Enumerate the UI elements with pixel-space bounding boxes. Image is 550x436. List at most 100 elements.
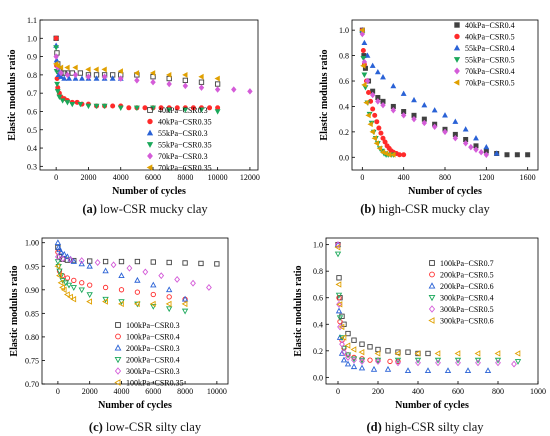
data-point — [411, 115, 417, 123]
legend-label: 100kPa−CSR0.35 — [126, 379, 184, 388]
data-point — [367, 357, 373, 363]
data-point — [367, 344, 373, 350]
data-point — [150, 281, 157, 288]
data-point — [336, 315, 344, 322]
data-point — [118, 272, 125, 278]
data-point — [101, 73, 108, 80]
data-point — [102, 298, 108, 305]
legend-label: 300kPa−CSR0.3 — [126, 367, 180, 376]
data-point — [70, 258, 77, 264]
data-point — [78, 257, 85, 265]
series-5 — [359, 30, 490, 158]
data-point — [166, 107, 173, 113]
data-point — [404, 367, 412, 374]
data-point — [468, 143, 474, 151]
x-tick-label: 12000 — [240, 173, 260, 182]
y-tick-label: 0.4 — [339, 102, 349, 111]
data-point — [474, 350, 481, 357]
data-point — [54, 81, 61, 88]
legend-label: 100kPa−CSR0.3 — [126, 321, 180, 330]
series-2 — [55, 249, 188, 302]
y-tick-label: 0.2 — [339, 128, 349, 137]
y-tick-label: 0.7 — [27, 89, 37, 98]
legend-marker — [147, 107, 153, 113]
data-point — [93, 66, 99, 73]
data-point — [182, 77, 188, 84]
legend-label: 55kPa−CSR0.4 — [465, 44, 515, 53]
data-point — [341, 348, 347, 356]
data-point — [86, 298, 93, 305]
data-point — [384, 365, 392, 372]
data-point — [370, 106, 376, 112]
data-point — [142, 105, 148, 111]
data-point — [350, 363, 358, 370]
data-point — [483, 151, 490, 158]
series-1 — [335, 241, 431, 357]
data-point — [150, 78, 156, 86]
caption-c: (c) low-CSR silty clay — [30, 420, 260, 435]
data-point — [72, 75, 79, 81]
data-point — [514, 359, 522, 365]
legend-marker — [428, 282, 436, 289]
x-tick-label: 1000 — [530, 387, 546, 396]
caption-b: (b) high-CSR mucky clay — [310, 202, 540, 217]
legend-label: 40kPa−CSR0.5 — [465, 33, 515, 42]
chart-b: 0 400 800 1200 1600 0.0 0.2 0.4 0.6 0.8 1.0 Number … — [319, 19, 539, 197]
data-point — [431, 123, 438, 130]
data-point — [66, 75, 72, 81]
data-point — [369, 91, 376, 99]
data-point — [434, 357, 442, 364]
legend-label: 100kPa−CSR0.4 — [126, 333, 180, 342]
legend-marker — [428, 317, 435, 324]
data-point — [64, 64, 70, 71]
data-point — [70, 285, 77, 291]
caption-letter: (d) — [366, 420, 382, 434]
data-point — [150, 303, 157, 310]
data-point — [358, 364, 366, 371]
data-point — [340, 334, 347, 341]
chart-a: 0 2000 4000 6000 8000 10000 12000 0.3 0.4 0.5 0.6 0… — [7, 16, 260, 197]
data-point — [126, 264, 133, 272]
data-point — [339, 313, 345, 319]
legend-marker — [453, 79, 460, 86]
data-point — [400, 90, 407, 96]
data-point — [452, 118, 459, 124]
data-point — [494, 357, 502, 364]
y-tick-label: 0.8 — [339, 52, 349, 61]
data-point — [102, 258, 109, 265]
data-point — [85, 73, 92, 80]
data-point — [182, 82, 189, 90]
data-point — [102, 267, 109, 274]
data-point — [149, 300, 156, 308]
data-point — [190, 105, 196, 111]
x-tick-label: 1600 — [520, 173, 536, 182]
data-point — [118, 75, 124, 82]
data-point — [380, 135, 386, 141]
x-tick-label: 400 — [398, 173, 410, 182]
data-point — [369, 128, 375, 135]
legend-marker — [147, 152, 153, 160]
data-point — [511, 360, 517, 368]
data-point — [442, 128, 448, 136]
data-point — [370, 365, 378, 372]
data-point — [67, 256, 74, 264]
data-point — [70, 296, 77, 303]
caption-text: high-CSR silty clay — [381, 420, 484, 434]
x-axis-label: Number of cycles — [98, 400, 172, 411]
data-point — [94, 259, 101, 266]
data-point — [214, 261, 220, 267]
data-point — [78, 287, 85, 294]
data-point — [54, 259, 62, 266]
data-point — [334, 244, 341, 251]
data-point — [375, 357, 381, 365]
caption-text: low-CSR mucky clay — [96, 202, 208, 216]
data-point — [372, 112, 378, 118]
data-point — [374, 119, 380, 125]
data-point — [400, 112, 407, 119]
data-point — [166, 294, 172, 300]
legend-label: 40kPa−CSR0.3 — [158, 106, 208, 115]
data-point — [126, 105, 132, 111]
series-5 — [53, 53, 253, 95]
data-point — [61, 251, 68, 257]
data-point — [71, 277, 77, 284]
